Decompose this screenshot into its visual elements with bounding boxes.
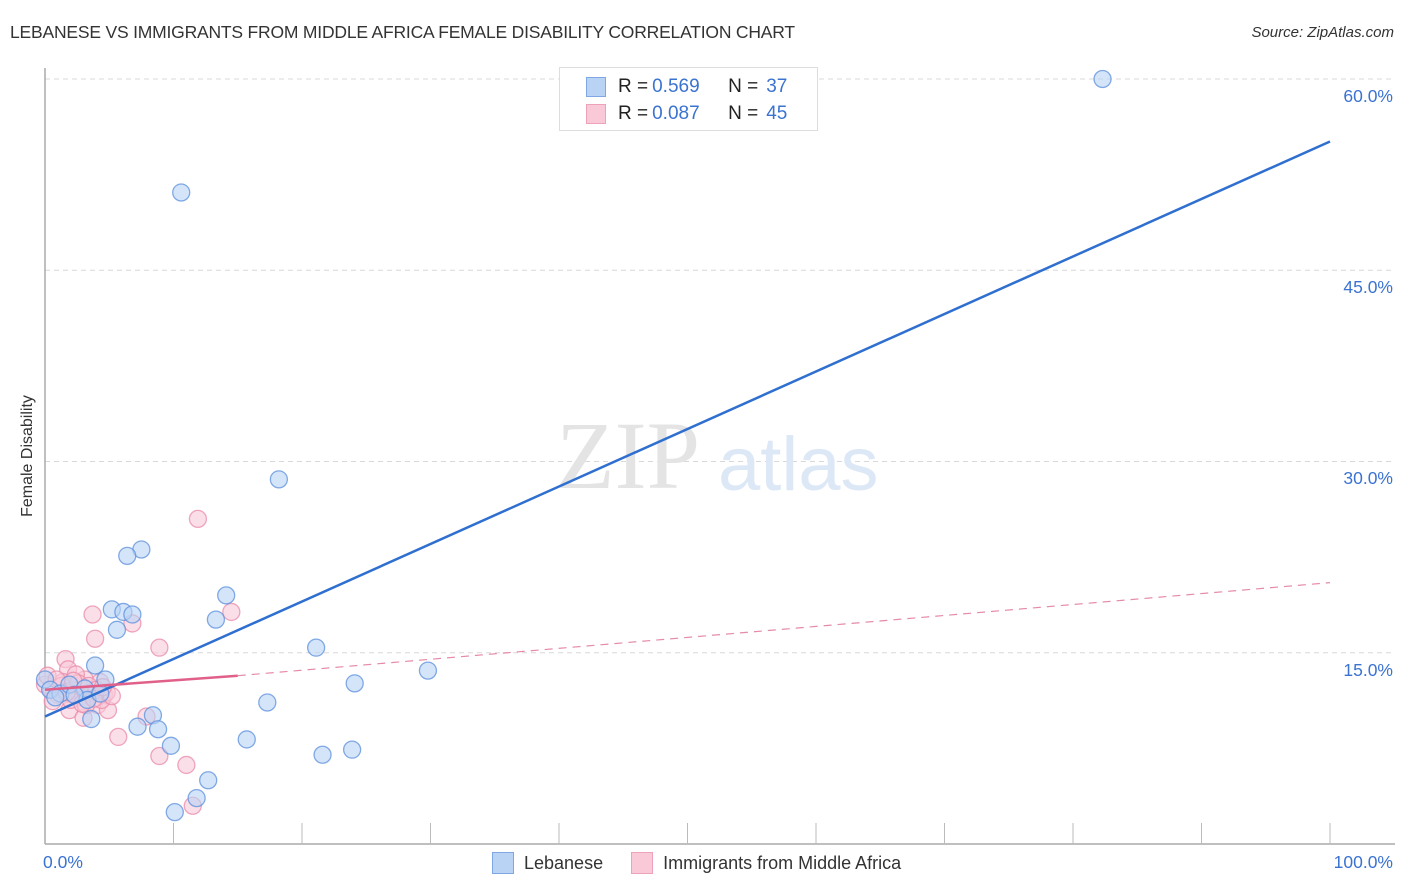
data-point[interactable] — [85, 656, 105, 675]
immigrants-swatch — [586, 104, 606, 124]
data-point[interactable] — [85, 629, 105, 648]
watermark: ZIP atlas — [556, 402, 879, 509]
data-point[interactable] — [165, 802, 184, 822]
legend-label-immigrants: Immigrants from Middle Africa — [663, 852, 902, 873]
data-point[interactable] — [1093, 69, 1112, 89]
y-tick-45: 45.0% — [1343, 277, 1393, 297]
y-tick-60: 60.0% — [1343, 86, 1393, 106]
x-tick-100: 100.0% — [1333, 852, 1393, 872]
legend-row-immigrants: R = 0.087 N = 45 — [586, 103, 787, 125]
data-point[interactable] — [222, 602, 241, 622]
n-value-lebanese: 37 — [766, 76, 788, 97]
immigrants-swatch — [631, 852, 654, 874]
gridlines — [45, 78, 1395, 654]
lebanese-swatch — [492, 852, 514, 874]
data-point[interactable] — [172, 183, 191, 202]
data-point[interactable] — [342, 740, 362, 759]
n-value-immigrants: 45 — [766, 103, 788, 124]
n-label: N = — [728, 76, 759, 97]
series-legend: Lebanese Immigrants from Middle Africa — [492, 852, 929, 874]
r-label: R = — [618, 103, 649, 124]
legend-label-lebanese: Lebanese — [524, 852, 604, 873]
data-point[interactable] — [306, 638, 326, 657]
data-point[interactable] — [107, 620, 127, 639]
data-point[interactable] — [118, 546, 137, 565]
data-point[interactable] — [109, 727, 128, 747]
data-point[interactable] — [258, 693, 277, 712]
data-point[interactable] — [83, 605, 102, 624]
legend-item-lebanese[interactable]: Lebanese — [492, 852, 603, 874]
trend-lines — [44, 140, 1331, 718]
data-point[interactable] — [150, 746, 169, 766]
data-point[interactable] — [313, 745, 332, 764]
data-point[interactable] — [123, 605, 142, 624]
data-point[interactable] — [345, 674, 364, 693]
data-point[interactable] — [188, 509, 208, 529]
data-point[interactable] — [269, 470, 289, 489]
data-point[interactable] — [150, 638, 169, 657]
trend-line-lebanese — [44, 140, 1331, 718]
legend-item-immigrants[interactable]: Immigrants from Middle Africa — [631, 852, 901, 874]
series-lebanese — [35, 69, 1112, 822]
data-point[interactable] — [161, 736, 181, 755]
data-point[interactable] — [148, 720, 168, 739]
x-tick-0: 0.0% — [43, 852, 83, 872]
data-point[interactable] — [199, 771, 218, 790]
y-tick-30: 30.0% — [1343, 468, 1393, 488]
data-point[interactable] — [46, 688, 65, 707]
data-point[interactable] — [237, 730, 256, 749]
data-point[interactable] — [177, 755, 196, 775]
legend-row-lebanese: R = 0.569 N = 37 — [586, 76, 787, 98]
correlation-legend: R = 0.569 N = 37 R = 0.087 N = 45 — [559, 67, 818, 131]
y-tick-15: 15.0% — [1343, 660, 1393, 680]
data-point[interactable] — [82, 709, 101, 729]
x-ticks — [173, 823, 1331, 844]
r-value-lebanese: 0.569 — [652, 76, 700, 97]
watermark-atlas: atlas — [718, 422, 879, 507]
data-point[interactable] — [128, 717, 147, 736]
source-label: Source: ZipAtlas.com — [1251, 24, 1394, 41]
trend-line-immigrants-solid — [44, 674, 238, 691]
data-point[interactable] — [418, 661, 438, 680]
trend-line-immigrants-dashed — [237, 582, 1331, 677]
data-point[interactable] — [206, 610, 226, 629]
r-label: R = — [618, 76, 649, 97]
data-point[interactable] — [187, 788, 206, 808]
chart-title: LEBANESE VS IMMIGRANTS FROM MIDDLE AFRIC… — [10, 22, 795, 42]
r-value-immigrants: 0.087 — [652, 103, 700, 124]
data-point[interactable] — [217, 586, 236, 605]
n-label: N = — [728, 103, 759, 124]
lebanese-swatch — [586, 77, 606, 97]
